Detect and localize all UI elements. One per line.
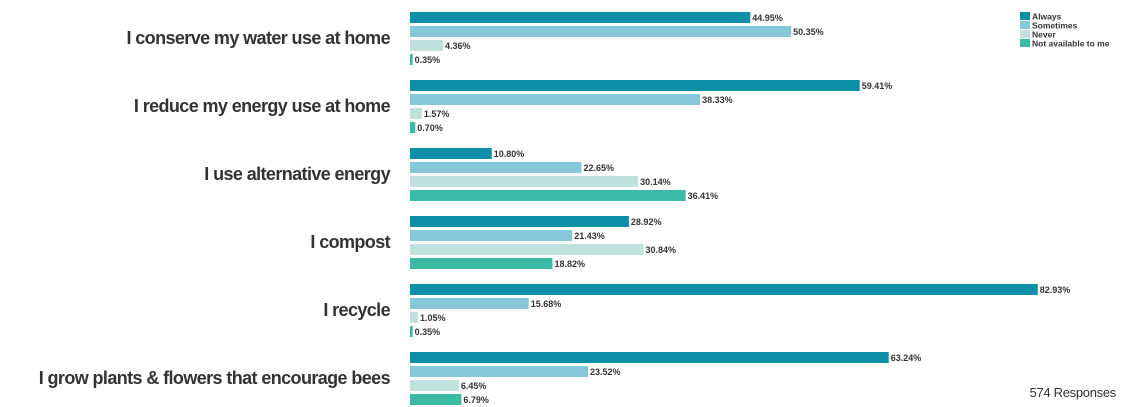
category-label-i-conserve-my-water-use-at-home: I conserve my water use at home (126, 28, 390, 48)
category-label-i-grow-plants-and-flowers-that-encourage-bees: I grow plants & flowers that encourage b… (39, 368, 391, 388)
legend-swatch-never (1020, 30, 1030, 38)
value-label-not-available-to-me-1: 0.70% (417, 123, 443, 133)
category-label-i-recycle: I recycle (323, 300, 390, 320)
value-label-sometimes-3: 21.43% (574, 231, 605, 241)
value-label-not-available-to-me-5: 6.79% (463, 395, 489, 405)
bar-not-available-to-me-4 (410, 326, 413, 337)
legend-label-never: Never (1032, 30, 1056, 40)
bar-never-1 (410, 108, 422, 119)
category-label-i-use-alternative-energy: I use alternative energy (204, 164, 390, 184)
bar-never-0 (410, 40, 444, 51)
value-label-always-1: 59.41% (862, 81, 893, 91)
value-label-always-3: 28.92% (631, 217, 662, 227)
bar-not-available-to-me-1 (410, 122, 416, 133)
bar-sometimes-4 (410, 298, 529, 309)
value-label-sometimes-4: 15.68% (531, 299, 562, 309)
bar-not-available-to-me-2 (410, 190, 686, 201)
value-label-sometimes-0: 50.35% (793, 27, 824, 37)
labels-layer: I conserve my water use at home 44.95% 50.… (39, 13, 1071, 405)
bar-always-1 (410, 80, 860, 91)
value-label-never-0: 4.36% (445, 41, 471, 51)
value-label-always-5: 63.24% (891, 353, 922, 363)
value-label-not-available-to-me-0: 0.35% (415, 55, 441, 65)
value-label-sometimes-1: 38.33% (702, 95, 733, 105)
bar-sometimes-0 (410, 26, 792, 37)
bar-always-5 (410, 352, 889, 363)
legend-label-always: Always (1032, 12, 1062, 22)
legend-swatch-sometimes (1020, 21, 1030, 29)
bar-sometimes-1 (410, 94, 701, 105)
bar-sometimes-5 (410, 366, 589, 377)
responses-count: 574 Responses (1029, 385, 1117, 400)
category-label-i-reduce-my-energy-use-at-home: I reduce my energy use at home (134, 96, 391, 116)
value-label-not-available-to-me-4: 0.35% (415, 327, 441, 337)
value-label-sometimes-2: 22.65% (583, 163, 614, 173)
legend-label-not-available-to-me: Not available to me (1032, 39, 1110, 49)
value-label-not-available-to-me-3: 18.82% (554, 259, 585, 269)
bar-always-4 (410, 284, 1038, 295)
value-label-never-2: 30.14% (640, 177, 671, 187)
bar-never-4 (410, 312, 418, 323)
bar-sometimes-2 (410, 162, 582, 173)
bar-never-2 (410, 176, 639, 187)
legend-swatch-always (1020, 12, 1030, 20)
bar-not-available-to-me-5 (410, 394, 462, 405)
value-label-never-1: 1.57% (424, 109, 450, 119)
value-label-never-3: 30.84% (645, 245, 676, 255)
bar-always-3 (410, 216, 629, 227)
value-label-always-0: 44.95% (752, 13, 783, 23)
value-label-never-5: 6.45% (461, 381, 487, 391)
value-label-not-available-to-me-2: 36.41% (688, 191, 719, 201)
bars-layer (410, 12, 1038, 405)
category-label-i-compost: I compost (310, 232, 390, 252)
value-label-sometimes-5: 23.52% (590, 367, 621, 377)
bar-sometimes-3 (410, 230, 573, 241)
bar-not-available-to-me-3 (410, 258, 553, 269)
bar-not-available-to-me-0 (410, 54, 413, 65)
bar-always-2 (410, 148, 492, 159)
value-label-never-4: 1.05% (420, 313, 446, 323)
bar-never-5 (410, 380, 459, 391)
legend-label-sometimes: Sometimes (1032, 21, 1078, 31)
bar-always-0 (410, 12, 751, 23)
legend-swatch-not-available-to-me (1020, 39, 1030, 47)
bar-never-3 (410, 244, 644, 255)
value-label-always-2: 10.80% (494, 149, 525, 159)
value-label-always-4: 82.93% (1040, 285, 1071, 295)
